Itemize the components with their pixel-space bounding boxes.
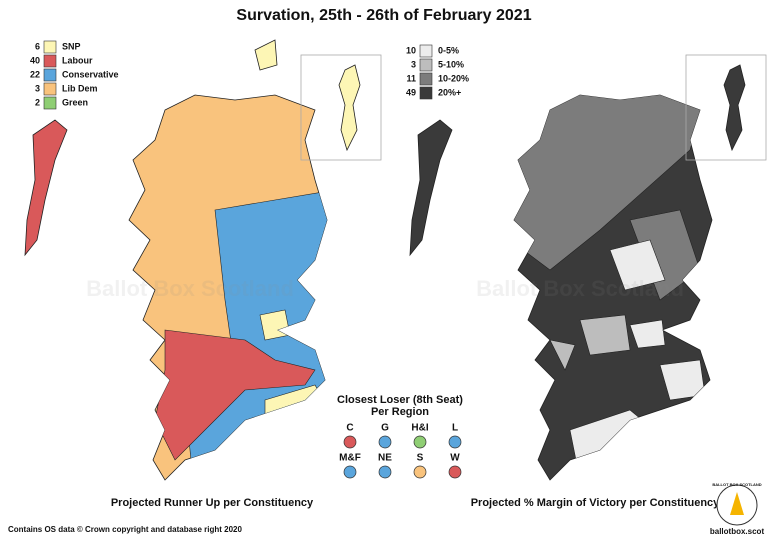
caption: Projected Runner Up per Constituency: [111, 497, 314, 509]
region-marker: [378, 435, 392, 449]
legend-count: 49: [406, 87, 416, 97]
legend-swatch: [43, 54, 57, 68]
region-label: W: [450, 453, 460, 464]
credit: Contains OS data © Crown copyright and d…: [8, 525, 242, 534]
region-label: NE: [378, 453, 392, 464]
region-label: C: [346, 423, 353, 434]
legend: 10 0-5% 3 5-10% 11 10-20% 49 20%+: [406, 44, 469, 100]
region-label: S: [417, 453, 424, 464]
legend-label: 5-10%: [438, 59, 464, 69]
legend-count: 2: [35, 97, 40, 107]
legend-label: Conservative: [62, 69, 119, 79]
legend-count: 10: [406, 45, 416, 55]
legend-label: Labour: [62, 55, 93, 65]
legend-label: Green: [62, 97, 88, 107]
legend-label: 0-5%: [438, 45, 459, 55]
closest-loser-grid: C G H&I L M&F NE S W: [339, 423, 462, 479]
region-label: M&F: [339, 453, 361, 464]
region-label: H&I: [411, 423, 428, 434]
watermark: Ballot Box Scotland: [86, 276, 294, 301]
region-marker: [448, 435, 462, 449]
region-label: L: [452, 423, 458, 434]
caption: Projected % Margin of Victory per Consti…: [471, 497, 720, 509]
watermark: Ballot Box Scotland: [476, 276, 684, 301]
legend-count: 22: [30, 69, 40, 79]
title: Survation, 25th - 26th of February 2021: [236, 7, 531, 24]
region-marker: [413, 435, 427, 449]
legend-count: 3: [411, 59, 416, 69]
legend-swatch: [419, 72, 433, 86]
closest-loser-title: Closest Loser (8th Seat): [337, 394, 463, 406]
legend-count: 11: [406, 73, 416, 83]
closest-loser-subtitle: Per Region: [371, 406, 429, 418]
legend-label: 10-20%: [438, 73, 469, 83]
region-marker: [343, 465, 357, 479]
legend-label: Lib Dem: [62, 83, 98, 93]
legend-swatch: [43, 82, 57, 96]
legend-swatch: [419, 44, 433, 58]
legend-label: 20%+: [438, 87, 461, 97]
legend-swatch: [43, 40, 57, 54]
legend-swatch: [43, 68, 57, 82]
region-marker: [378, 465, 392, 479]
region-marker: [413, 465, 427, 479]
legend-count: 40: [30, 55, 40, 65]
legend-swatch: [419, 86, 433, 100]
margin-map: [409, 54, 767, 481]
logo-mark: [730, 492, 744, 515]
legend-swatch: [419, 58, 433, 72]
legend-count: 6: [35, 41, 40, 51]
logo-text: BALLOT BOX SCOTLAND: [712, 482, 761, 487]
legend: 6 SNP 40 Labour 22 Conservative 3 Lib Dem 2 Green: [30, 40, 119, 110]
region-label: G: [381, 423, 389, 434]
region-marker: [448, 465, 462, 479]
region-marker: [343, 435, 357, 449]
website: ballotbox.scot: [710, 527, 765, 536]
legend-swatch: [43, 96, 57, 110]
legend-count: 3: [35, 83, 40, 93]
runner-up-map: [24, 39, 382, 481]
legend-label: SNP: [62, 41, 81, 51]
